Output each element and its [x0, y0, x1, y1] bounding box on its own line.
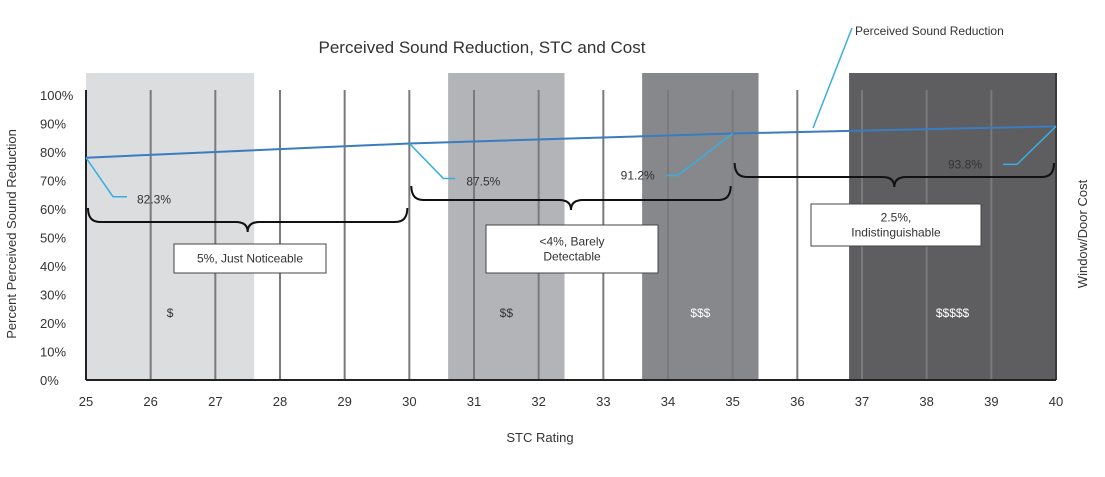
callout-label-0: 82.3%: [137, 193, 171, 207]
x-tick-label-38: 38: [919, 394, 933, 409]
x-tick-label-36: 36: [790, 394, 804, 409]
range-annotation-box-2: [810, 203, 982, 247]
callout-leader-2: [666, 132, 734, 177]
series-legend-label: Perceived Sound Reduction: [855, 24, 1004, 38]
range-annotation-text-2-1: Indistinguishable: [851, 226, 941, 240]
y-axis-title: Percent Perceived Sound Reduction: [4, 129, 19, 339]
chart-title: Perceived Sound Reduction, STC and Cost: [319, 38, 646, 57]
range-annotation-text-2-0: 2.5%,: [881, 211, 912, 225]
y-tick-label-0: 0%: [40, 373, 59, 388]
range-annotation-text-1-0: <4%, Barely: [539, 235, 604, 249]
range-annotation-text-1-1: Detectable: [543, 250, 601, 264]
callout-leader-1: [408, 142, 456, 180]
x-tick-label-27: 27: [208, 394, 222, 409]
range-annotation-text-0-0: 5%, Just Noticeable: [197, 252, 303, 266]
callout-leader-3: [1003, 125, 1057, 166]
y-tick-label-40: 40%: [40, 259, 66, 274]
x-tick-label-33: 33: [596, 394, 610, 409]
x-tick-label-29: 29: [337, 394, 351, 409]
y-tick-label-90: 90%: [40, 117, 66, 132]
y-tick-label-10: 10%: [40, 345, 66, 360]
callout-leader-0: [85, 157, 127, 198]
y-tick-label-50: 50%: [40, 231, 66, 246]
range-bracket-2: [733, 162, 1055, 188]
legend-leader-line: [812, 27, 853, 129]
cost-label-3: $$$$$: [936, 306, 970, 320]
callout-label-3: 93.8%: [948, 157, 982, 171]
cost-label-0: $: [167, 306, 174, 320]
x-tick-label-34: 34: [661, 394, 675, 409]
y-tick-label-60: 60%: [40, 202, 66, 217]
x-tick-label-35: 35: [725, 394, 739, 409]
y-tick-label-70: 70%: [40, 174, 66, 189]
x-tick-label-31: 31: [467, 394, 481, 409]
range-bracket-0: [87, 207, 409, 233]
series-line-0: [85, 125, 1057, 159]
y-tick-label-20: 20%: [40, 316, 66, 331]
y2-axis-title: Window/Door Cost: [1075, 179, 1090, 288]
cost-label-1: $$: [500, 306, 514, 320]
x-tick-label-25: 25: [79, 394, 93, 409]
x-axis-title: STC Rating: [506, 430, 573, 445]
y-tick-label-80: 80%: [40, 145, 66, 160]
range-bracket-1: [410, 185, 732, 211]
x-tick-label-28: 28: [273, 394, 287, 409]
cost-band-0: [86, 73, 255, 380]
callout-label-2: 91.2%: [621, 168, 655, 182]
range-annotation-box-1: [485, 224, 659, 274]
x-tick-label-32: 32: [531, 394, 545, 409]
range-annotation-box-0: [173, 243, 327, 274]
x-tick-label-39: 39: [984, 394, 998, 409]
y-tick-label-100: 100%: [40, 88, 74, 103]
x-tick-label-37: 37: [855, 394, 869, 409]
cost-band-2: [642, 73, 759, 380]
y-tick-label-30: 30%: [40, 288, 66, 303]
callout-label-1: 87.5%: [466, 174, 500, 188]
x-tick-label-30: 30: [402, 394, 416, 409]
cost-label-2: $$$: [690, 306, 710, 320]
x-tick-label-40: 40: [1049, 394, 1063, 409]
x-tick-label-26: 26: [143, 394, 157, 409]
